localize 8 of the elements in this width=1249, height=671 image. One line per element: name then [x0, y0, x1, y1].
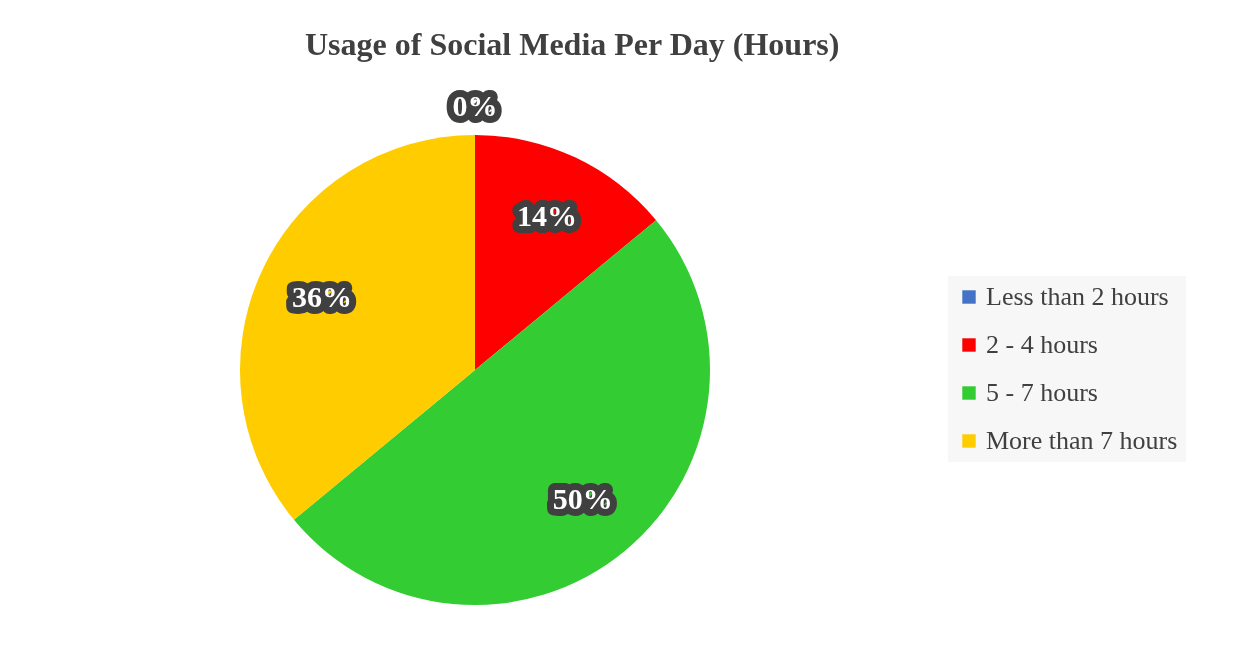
pie-slice: [240, 135, 475, 520]
legend-label: 5 - 7 hours: [986, 378, 1098, 407]
legend-label: More than 7 hours: [986, 426, 1178, 455]
legend-label: 2 - 4 hours: [986, 330, 1098, 359]
legend-label: Less than 2 hours: [986, 282, 1169, 311]
chart-title: Usage of Social Media Per Day (Hours): [305, 26, 840, 62]
pie-slice: [475, 135, 657, 370]
data-label: 14%: [517, 198, 578, 232]
